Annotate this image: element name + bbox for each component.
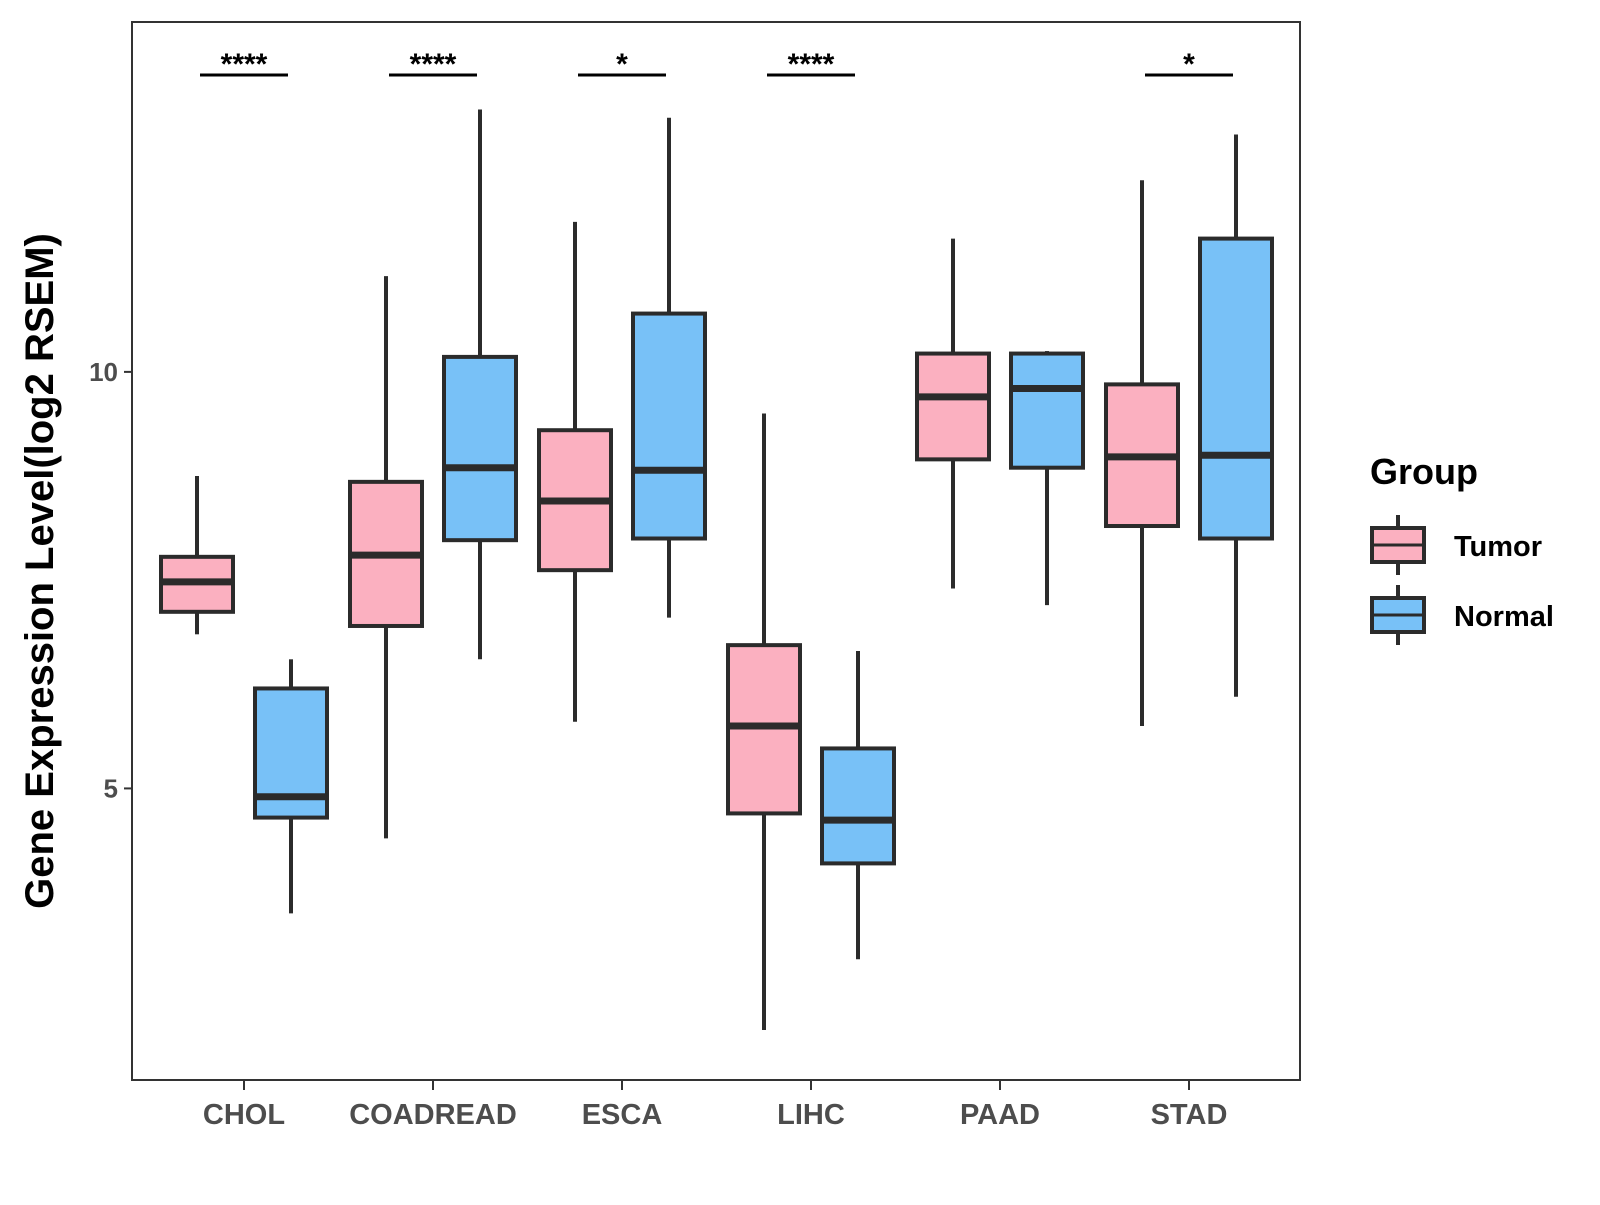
significance-label: ****	[410, 48, 457, 81]
box-normal-lihc	[820, 650, 896, 960]
box-normal-chol	[253, 659, 329, 914]
x-tick-label-paad: PAAD	[960, 1099, 1040, 1131]
significance-lihc: ****	[767, 48, 855, 81]
significance-stad: *	[1145, 48, 1233, 81]
y-axis-title: Gene Expression Level(log2 RSEM)	[18, 233, 62, 909]
legend-item-tumor: Tumor	[1370, 515, 1542, 575]
box-normal-esca	[631, 117, 707, 618]
significance-esca: *	[578, 48, 666, 81]
box-tumor-coadread	[348, 276, 424, 839]
box-body	[820, 746, 896, 866]
box-normal-paad	[1009, 351, 1085, 606]
x-tick-label-esca: ESCA	[582, 1099, 663, 1131]
box-tumor-paad	[915, 238, 991, 589]
box-tumor-esca	[537, 221, 613, 722]
x-tick-label-coadread: COADREAD	[349, 1099, 517, 1131]
box-body	[442, 354, 518, 543]
plot-panel	[131, 21, 1301, 1081]
box-normal-stad	[1198, 134, 1274, 697]
significance-label: ****	[788, 48, 835, 81]
box-body	[1198, 236, 1274, 541]
box-tumor-chol	[159, 476, 235, 635]
significance-label: ****	[221, 48, 268, 81]
legend-title: Group	[1370, 451, 1478, 492]
x-tick-label-lihc: LIHC	[777, 1099, 845, 1131]
legend-label: Tumor	[1454, 531, 1542, 563]
y-tick-label-5: 5	[104, 773, 118, 803]
legend-label: Normal	[1454, 601, 1554, 633]
box-tumor-stad	[1104, 180, 1180, 726]
box-body	[631, 311, 707, 541]
box-body	[1009, 351, 1085, 470]
significance-chol: ****	[200, 48, 288, 81]
y-tick-label-10: 10	[89, 357, 118, 387]
box-tumor-lihc	[726, 413, 802, 1031]
x-tick-label-stad: STAD	[1151, 1099, 1228, 1131]
significance-label: *	[616, 48, 628, 81]
box-body	[915, 351, 991, 462]
significance-label: *	[1183, 48, 1195, 81]
x-tick-label-chol: CHOL	[203, 1099, 285, 1131]
legend-item-normal: Normal	[1370, 585, 1554, 645]
box-normal-coadread	[442, 109, 518, 660]
significance-coadread: ****	[389, 48, 477, 81]
